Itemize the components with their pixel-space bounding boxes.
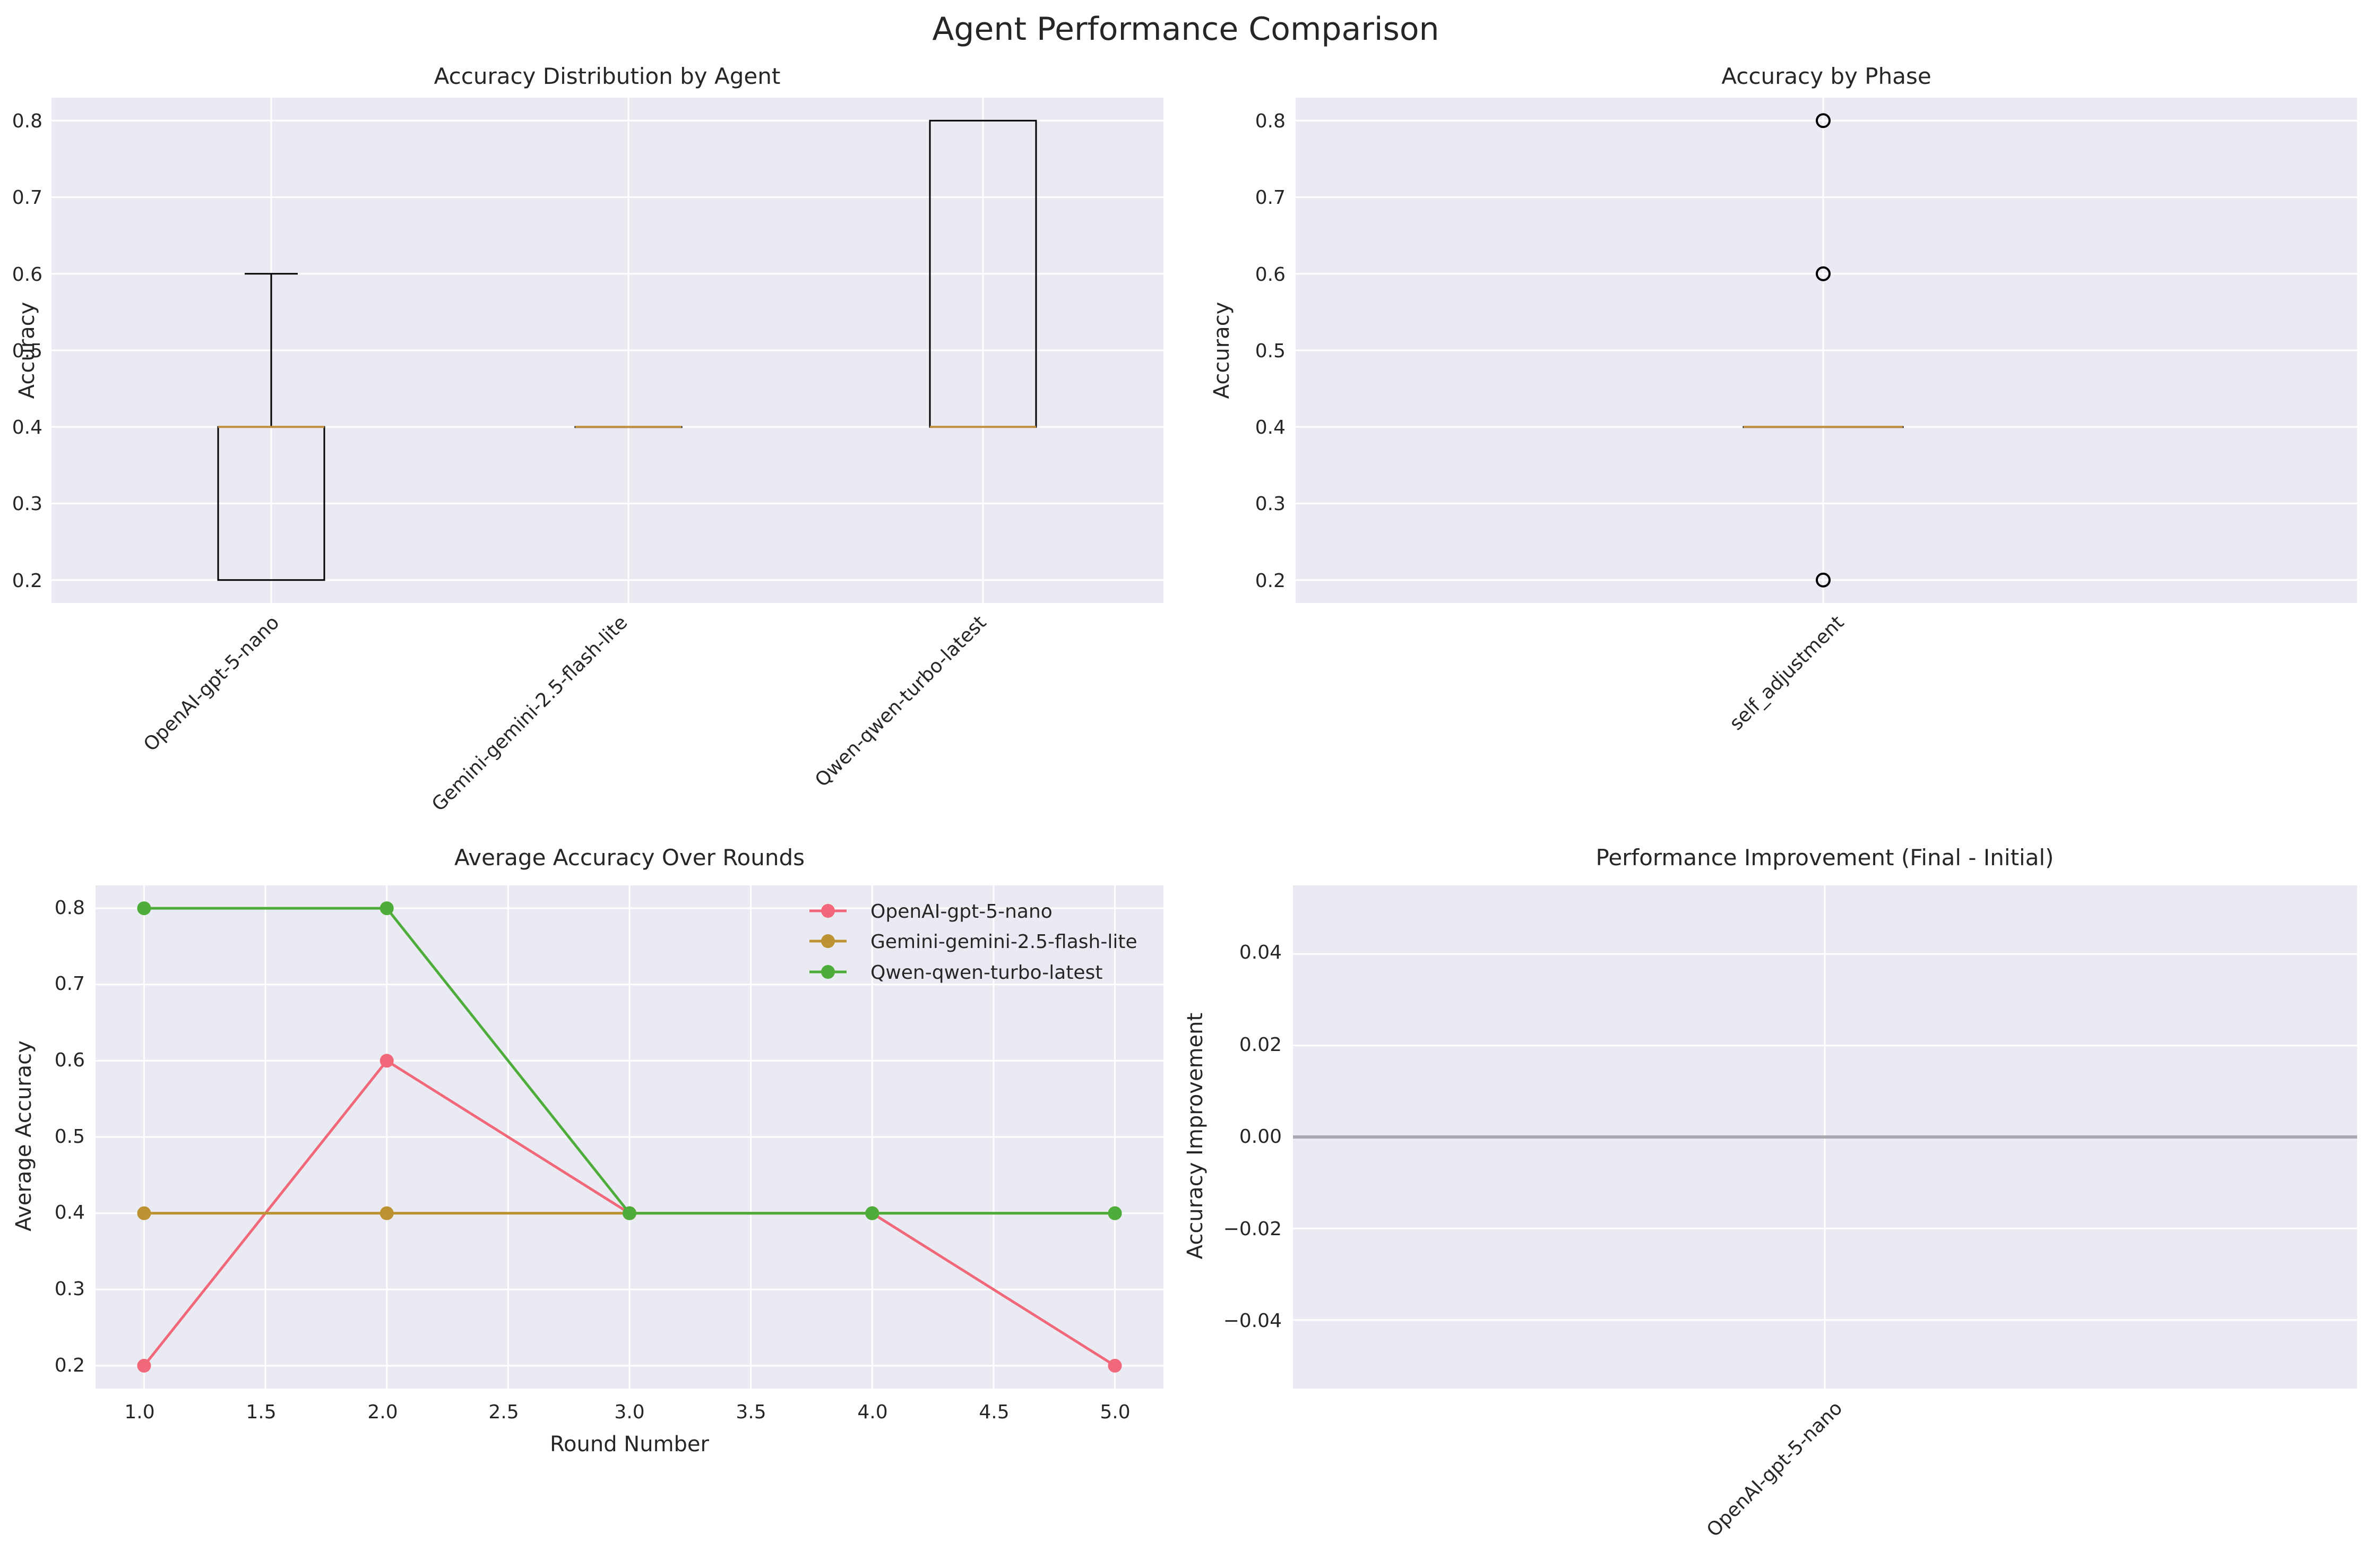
box-self_adjustment bbox=[1743, 113, 1904, 588]
tick-y: 0.5 bbox=[12, 340, 42, 362]
outlier-point bbox=[1816, 572, 1831, 588]
panel-title: Performance Improvement (Final - Initial… bbox=[1595, 845, 2054, 871]
outlier-point bbox=[1816, 113, 1831, 128]
tick-y: 0.02 bbox=[1239, 1034, 1282, 1056]
tick-x: 1.0 bbox=[124, 1401, 154, 1423]
data-point bbox=[865, 1206, 879, 1220]
data-point bbox=[379, 1054, 394, 1068]
y-axis-label: Accuracy Improvement bbox=[1183, 1013, 1207, 1259]
legend: OpenAI-gpt-5-nano Gemini-gemini-2.5-flas… bbox=[809, 901, 1137, 984]
tick-y: 0.04 bbox=[1239, 942, 1282, 963]
legend-label: OpenAI-gpt-5-nano bbox=[870, 901, 1053, 923]
tick-y: 0.7 bbox=[1255, 187, 1286, 209]
legend-marker-qwen bbox=[821, 965, 835, 979]
data-point bbox=[379, 1206, 394, 1220]
tick-y: 0.2 bbox=[55, 1355, 85, 1376]
tick-y: 0.6 bbox=[55, 1049, 85, 1071]
tick-x: Gemini-gemini-2.5-flash-lite bbox=[428, 611, 632, 815]
tick-y: 0.5 bbox=[1255, 340, 1286, 362]
y-axis-label: Average Accuracy bbox=[12, 1040, 36, 1231]
tick-y: 0.4 bbox=[55, 1202, 85, 1224]
tick-x: OpenAI-gpt-5-nano bbox=[140, 611, 283, 755]
x-axis-label: Round Number bbox=[550, 1432, 710, 1457]
box-Qwen-qwen-turbo-latest bbox=[929, 119, 1037, 428]
tick-x: 4.5 bbox=[979, 1401, 1009, 1423]
data-point bbox=[137, 1358, 151, 1373]
tick-y: 0.7 bbox=[12, 187, 42, 209]
tick-y: 0.00 bbox=[1239, 1126, 1282, 1148]
y-axis-label: Accuracy bbox=[15, 302, 39, 399]
data-point bbox=[137, 1206, 151, 1220]
tick-y: 0.2 bbox=[1255, 570, 1286, 592]
tick-x: OpenAI-gpt-5-nano bbox=[1703, 1397, 1847, 1541]
tick-y: 0.8 bbox=[12, 110, 42, 132]
box-OpenAI-gpt-5-nano bbox=[217, 273, 325, 581]
tick-x: 2.0 bbox=[367, 1401, 398, 1423]
tick-x: 3.0 bbox=[614, 1401, 644, 1423]
tick-x: 3.5 bbox=[736, 1401, 766, 1423]
figure-title: Agent Performance Comparison bbox=[932, 11, 1439, 48]
tick-y: 0.8 bbox=[55, 897, 85, 919]
tick-x: self_adjustment bbox=[1726, 611, 1848, 734]
tick-y: 0.7 bbox=[55, 973, 85, 995]
y-axis-label: Accuracy bbox=[1210, 302, 1234, 399]
tick-y: 0.3 bbox=[55, 1278, 85, 1300]
tick-y: 0.3 bbox=[12, 493, 42, 515]
legend-label: Gemini-gemini-2.5-flash-lite bbox=[870, 931, 1137, 953]
tick-x: 2.5 bbox=[488, 1401, 519, 1423]
tick-x: 1.5 bbox=[246, 1401, 276, 1423]
tick-x: Qwen-qwen-turbo-latest bbox=[811, 611, 990, 791]
data-point bbox=[137, 901, 151, 916]
data-point bbox=[1108, 1358, 1122, 1373]
panel-title: Accuracy Distribution by Agent bbox=[434, 63, 781, 89]
tick-y: −0.04 bbox=[1223, 1310, 1282, 1332]
panel-accuracy-over-rounds: Average Accuracy Over Rounds Average Acc… bbox=[12, 845, 1163, 1457]
data-point bbox=[379, 901, 394, 916]
tick-y: −0.02 bbox=[1223, 1218, 1282, 1240]
tick-y: 0.4 bbox=[12, 417, 42, 438]
legend-marker-openai bbox=[821, 904, 835, 918]
tick-y: 0.4 bbox=[1255, 417, 1286, 438]
outlier-point bbox=[1816, 266, 1831, 281]
data-point bbox=[1108, 1206, 1122, 1220]
panel-title: Average Accuracy Over Rounds bbox=[454, 845, 805, 871]
panel-performance-improvement: Performance Improvement (Final - Initial… bbox=[1183, 845, 2357, 1541]
panel-title: Accuracy by Phase bbox=[1721, 63, 1931, 89]
tick-y: 0.8 bbox=[1255, 110, 1286, 132]
panel-accuracy-by-agent: Accuracy Distribution by Agent Accuracy … bbox=[12, 63, 1163, 816]
tick-y: 0.5 bbox=[55, 1126, 85, 1148]
tick-x: 5.0 bbox=[1100, 1401, 1130, 1423]
series-Qwen-qwen-turbo-latest bbox=[137, 901, 1122, 1220]
data-point bbox=[623, 1206, 636, 1220]
tick-x: 4.0 bbox=[857, 1401, 887, 1423]
panel-accuracy-by-phase: Accuracy by Phase Accuracy 0.2 0.3 0.4 0… bbox=[1210, 63, 2357, 735]
tick-y: 0.6 bbox=[12, 264, 42, 286]
legend-marker-gemini bbox=[821, 934, 835, 948]
legend-label: Qwen-qwen-turbo-latest bbox=[870, 962, 1102, 984]
tick-y: 0.3 bbox=[1255, 493, 1286, 515]
tick-y: 0.2 bbox=[12, 570, 42, 592]
tick-y: 0.6 bbox=[1255, 264, 1286, 286]
